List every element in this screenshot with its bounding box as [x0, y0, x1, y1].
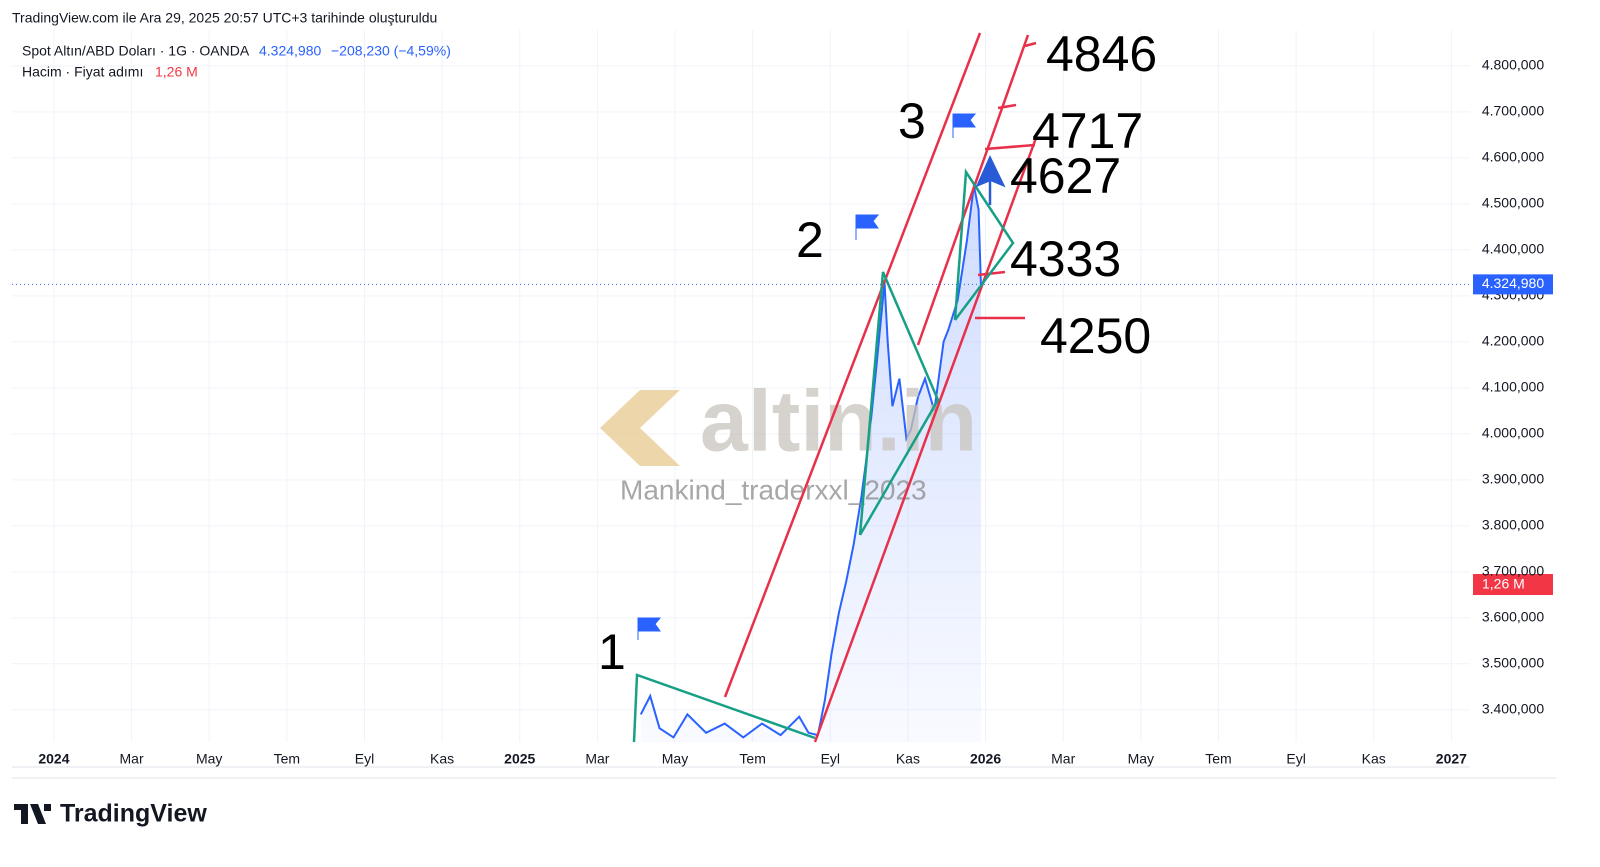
- y-tick-label: 4.000,000: [1482, 425, 1544, 441]
- x-tick-label: Eyl: [355, 751, 374, 767]
- legend-series: Spot Altın/ABD Doları · 1G · OANDA: [22, 43, 250, 59]
- y-tick-label: 3.400,000: [1482, 701, 1544, 717]
- x-tick-label: May: [1128, 751, 1154, 767]
- footer-logo: TradingView: [14, 800, 207, 828]
- level-line: [984, 143, 1036, 151]
- annotation: 1: [598, 624, 626, 680]
- price-area: [640, 185, 981, 742]
- y-tick-label: 3.600,000: [1482, 609, 1544, 625]
- x-tick-label: Tem: [1205, 751, 1231, 767]
- annotation: 4627: [1010, 148, 1121, 204]
- channel-line: [723, 32, 982, 698]
- pattern-line: [632, 673, 816, 743]
- pattern-line: [858, 271, 940, 536]
- x-tick-label: Kas: [1362, 751, 1386, 767]
- flag: [952, 113, 977, 138]
- y-tick-label: 4.500,000: [1482, 195, 1544, 211]
- x-tick-label: Eyl: [821, 751, 840, 767]
- channel-line: [916, 34, 1030, 346]
- legend-price: 4.324,980: [259, 43, 321, 59]
- y-tick-label: 3.800,000: [1482, 517, 1544, 533]
- y-tick-label: 3.500,000: [1482, 655, 1544, 671]
- annotation: 4333: [1010, 231, 1121, 287]
- x-tick-label: Mar: [120, 751, 144, 767]
- x-tick-label: 2025: [504, 751, 535, 767]
- flag: [637, 617, 662, 640]
- y-tick-label: 4.400,000: [1482, 241, 1544, 257]
- y-tick-label: 3.900,000: [1482, 471, 1544, 487]
- annotation: 4717: [1032, 103, 1143, 159]
- y-tick-label: 4.200,000: [1482, 333, 1544, 349]
- x-tick-label: Kas: [896, 751, 920, 767]
- x-tick-label: Kas: [430, 751, 454, 767]
- last-price-tag: [1473, 274, 1553, 295]
- plot: [639, 185, 982, 742]
- y-tick-label: 4.700,000: [1482, 103, 1544, 119]
- watermark-author: Mankind_traderxxl_2023: [620, 474, 927, 505]
- legend-volume: Hacim · Fiyat adımı: [22, 64, 143, 80]
- x-tick-label: 2024: [38, 751, 69, 767]
- volume-tag-label: 1,26 M: [1482, 576, 1525, 592]
- watermark-icon: [600, 390, 680, 466]
- x-tick-label: May: [196, 751, 222, 767]
- pattern-line: [953, 168, 1015, 321]
- x-tick-label: Mar: [585, 751, 609, 767]
- x-tick-label: Tem: [739, 751, 765, 767]
- x-tick-label: Mar: [1051, 751, 1075, 767]
- y-tick-label: 4.600,000: [1482, 149, 1544, 165]
- y-tick-label: 4.100,000: [1482, 379, 1544, 395]
- arrow: [975, 155, 1006, 205]
- brand: TradingView: [60, 800, 207, 828]
- legend-volume-value: 1,26 M: [155, 64, 198, 80]
- last-price-label: 4.324,980: [1482, 275, 1544, 291]
- watermark-logo: altin.in: [700, 374, 977, 470]
- annotations: 1 2 3 4846 4717 4627 4333 4250: [598, 26, 1157, 680]
- level-line: [997, 103, 1017, 110]
- level-line: [1024, 41, 1037, 48]
- x-tick-label: Eyl: [1286, 751, 1305, 767]
- caption: TradingView.com ile Ara 29, 2025 20:57 U…: [12, 10, 437, 26]
- flags: [637, 113, 977, 640]
- legend-change: −208,230 (−4,59%): [331, 43, 451, 59]
- y-tick-label: 4.800,000: [1482, 57, 1544, 73]
- channel-line: [813, 137, 1038, 743]
- drawings: [632, 32, 1038, 743]
- x-tick-label: May: [662, 751, 688, 767]
- annotation: 4846: [1046, 26, 1157, 82]
- annotation: 3: [898, 93, 926, 149]
- grid: [12, 30, 1470, 742]
- volume-tag: [1473, 574, 1553, 595]
- watermark: altin.in Mankind_traderxxl_2023: [600, 374, 977, 505]
- x-tick-label: Tem: [274, 751, 300, 767]
- x-tick-label: 2027: [1436, 751, 1467, 767]
- price-line: [639, 185, 982, 739]
- brand-icon: [14, 804, 51, 824]
- annotation: 2: [796, 212, 824, 268]
- y-tick-label: 3.700,000: [1482, 563, 1544, 579]
- x-tick-label: 2026: [970, 751, 1001, 767]
- flag: [855, 214, 880, 240]
- annotation: 4250: [1040, 308, 1151, 364]
